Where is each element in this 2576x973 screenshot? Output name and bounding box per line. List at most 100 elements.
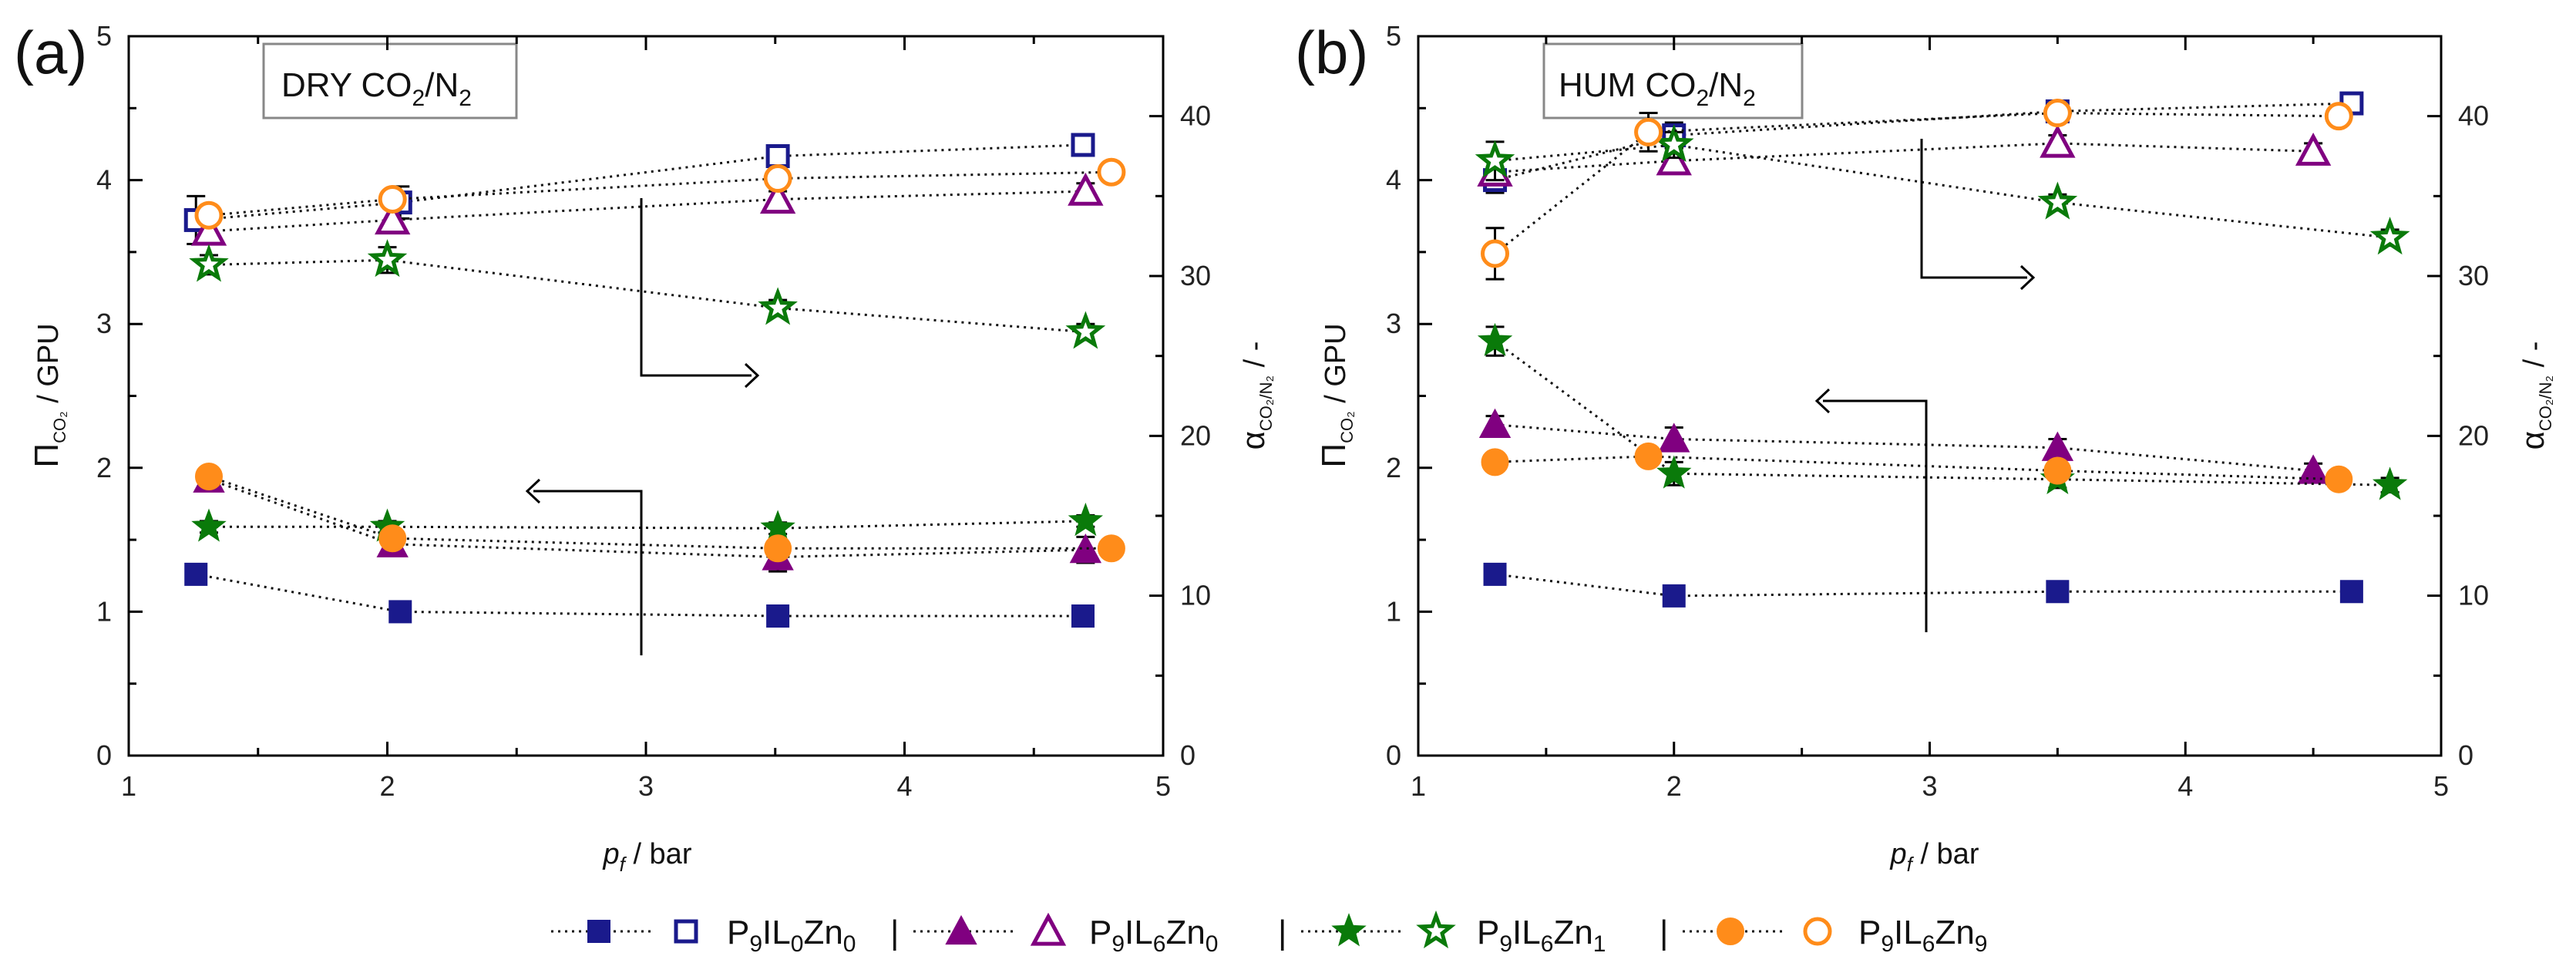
series-b-3: [1481, 442, 2353, 493]
condition-label-a: DRY CO2/N2: [281, 66, 472, 111]
y-left-tick-label-b: 5: [1386, 20, 1401, 52]
data-point: [1071, 604, 1095, 628]
data-point: [1068, 172, 1104, 206]
y-right-axis-title-b: αCO₂/N₂ / -: [2514, 342, 2555, 450]
legend: P9IL0Zn0 | P9IL6Zn0 | P9IL6Zn1 | P9IL6Zn9: [551, 910, 1987, 957]
y-right-tick-label-b: 30: [2458, 260, 2489, 291]
y-left-tick-label-a: 1: [96, 595, 112, 627]
data-point: [2041, 431, 2074, 461]
series-a-0: [184, 562, 1095, 628]
data-point: [765, 144, 790, 168]
legend-label: P9IL0Zn0: [727, 914, 856, 957]
arrowhead-left-a: [525, 478, 541, 504]
legend-separator: |: [890, 914, 899, 951]
y-left-tick-label-a: 3: [96, 308, 112, 339]
y-right-axis-title-a: αCO₂/N₂ / -: [1235, 342, 1276, 450]
y-left-axis-title-b: ΠCO₂ / GPU: [1315, 323, 1357, 467]
data-point: [184, 562, 208, 586]
series-line: [208, 478, 1086, 559]
x-tick-label-a: 3: [638, 770, 654, 802]
data-point: [1656, 142, 1692, 176]
series-b-7: [1481, 99, 2353, 281]
condition-box-b: HUM CO2/N2: [1542, 42, 1804, 120]
data-point: [759, 180, 796, 214]
data-point: [2043, 456, 2072, 485]
y-left-tick-label-a: 0: [96, 739, 112, 771]
data-point: [1068, 502, 1104, 537]
data-point: [2043, 99, 2072, 128]
data-point: [2369, 217, 2410, 255]
x-tick-label-a: 4: [896, 770, 912, 802]
legend-marker-filled: [587, 920, 610, 943]
data-point: [2295, 133, 2332, 166]
data-point: [191, 508, 227, 542]
legend-marker-filled: [1717, 917, 1744, 945]
arrowhead-left-b: [1814, 388, 1831, 414]
x-tick-label-a: 2: [379, 770, 395, 802]
data-point: [1658, 423, 1690, 453]
data-point: [758, 287, 798, 325]
data-point: [378, 184, 407, 214]
series-a-3: [195, 462, 1125, 563]
legend-marker-open: [1030, 912, 1067, 946]
data-point: [1481, 239, 1510, 268]
data-point: [194, 200, 224, 230]
condition-label-b: HUM CO2/N2: [1559, 66, 1756, 111]
data-point: [1065, 311, 1106, 349]
series-line: [195, 573, 1083, 618]
series-a-6: [189, 239, 1106, 349]
data-point: [378, 524, 407, 553]
condition-box-a: DRY CO2/N2: [262, 42, 518, 120]
series-b-5: [1477, 124, 2332, 187]
series-b-2: [1477, 322, 2408, 500]
x-tick-label-b: 2: [1666, 770, 1682, 802]
data-point: [2040, 124, 2076, 158]
series-line: [1495, 423, 2314, 472]
data-point: [1656, 455, 1692, 489]
legend-separator: |: [1660, 914, 1668, 951]
y-left-tick-label-b: 0: [1386, 739, 1401, 771]
series-a-2: [191, 502, 1104, 544]
plot-frame-a: [127, 35, 1165, 757]
panel-label-b: (b): [1295, 19, 1368, 86]
data-point: [2046, 580, 2070, 604]
legend-marker-open: [674, 919, 698, 944]
series-line: [208, 258, 1086, 334]
series-line: [1494, 111, 2339, 255]
data-point: [2372, 466, 2408, 500]
series-b-1: [1478, 408, 2329, 484]
x-tick-label-b: 4: [2177, 770, 2193, 802]
series-line: [1495, 143, 2390, 239]
data-point: [2339, 580, 2363, 604]
data-point: [189, 244, 229, 282]
series-line: [208, 190, 1086, 233]
condition-box-frame-b: [1542, 42, 1804, 120]
series-line: [196, 143, 1084, 221]
arrowhead-right-b: [2019, 264, 2036, 291]
series-line: [1495, 455, 2339, 481]
arrows-b: [1814, 139, 2036, 632]
arrow-to-right-axis-a: [640, 198, 752, 377]
legend-marker-open: [1803, 917, 1832, 946]
x-tick-label-b: 1: [1411, 770, 1426, 802]
data-point: [1481, 448, 1509, 476]
series-a-4: [183, 133, 1095, 246]
y-right-tick-label-b: 10: [2458, 580, 2489, 611]
data-point: [190, 212, 227, 246]
y-left-tick-label-b: 3: [1386, 308, 1401, 339]
series-line: [209, 520, 1086, 530]
series-group-a: [183, 133, 1126, 628]
legend-entry-3: | P9IL6Zn9: [1660, 914, 1987, 957]
arrow-to-right-axis-b: [1920, 139, 2027, 279]
arrow-to-left-axis-b: [1823, 399, 1928, 632]
arrow-to-left-axis-a: [533, 490, 643, 655]
arrowhead-right-a: [744, 362, 760, 389]
y-left-tick-label-b: 1: [1386, 595, 1401, 627]
series-line: [208, 475, 1111, 550]
series-b-0: [1483, 562, 2363, 608]
data-point: [1475, 140, 1515, 178]
y-right-tick-label-b: 20: [2458, 419, 2489, 451]
y-left-axis-title-a: ΠCO₂ / GPU: [28, 323, 69, 467]
